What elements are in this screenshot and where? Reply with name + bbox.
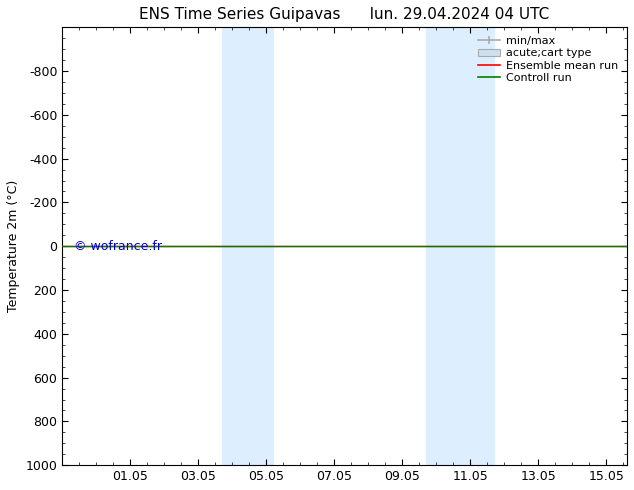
Y-axis label: Temperature 2m (°C): Temperature 2m (°C): [7, 180, 20, 312]
Legend: min/max, acute;cart type, Ensemble mean run, Controll run: min/max, acute;cart type, Ensemble mean …: [475, 33, 621, 86]
Title: ENS Time Series Guipavas      lun. 29.04.2024 04 UTC: ENS Time Series Guipavas lun. 29.04.2024…: [139, 7, 550, 22]
Text: © wofrance.fr: © wofrance.fr: [74, 240, 162, 253]
Bar: [426, 27, 495, 465]
Bar: [222, 27, 273, 465]
